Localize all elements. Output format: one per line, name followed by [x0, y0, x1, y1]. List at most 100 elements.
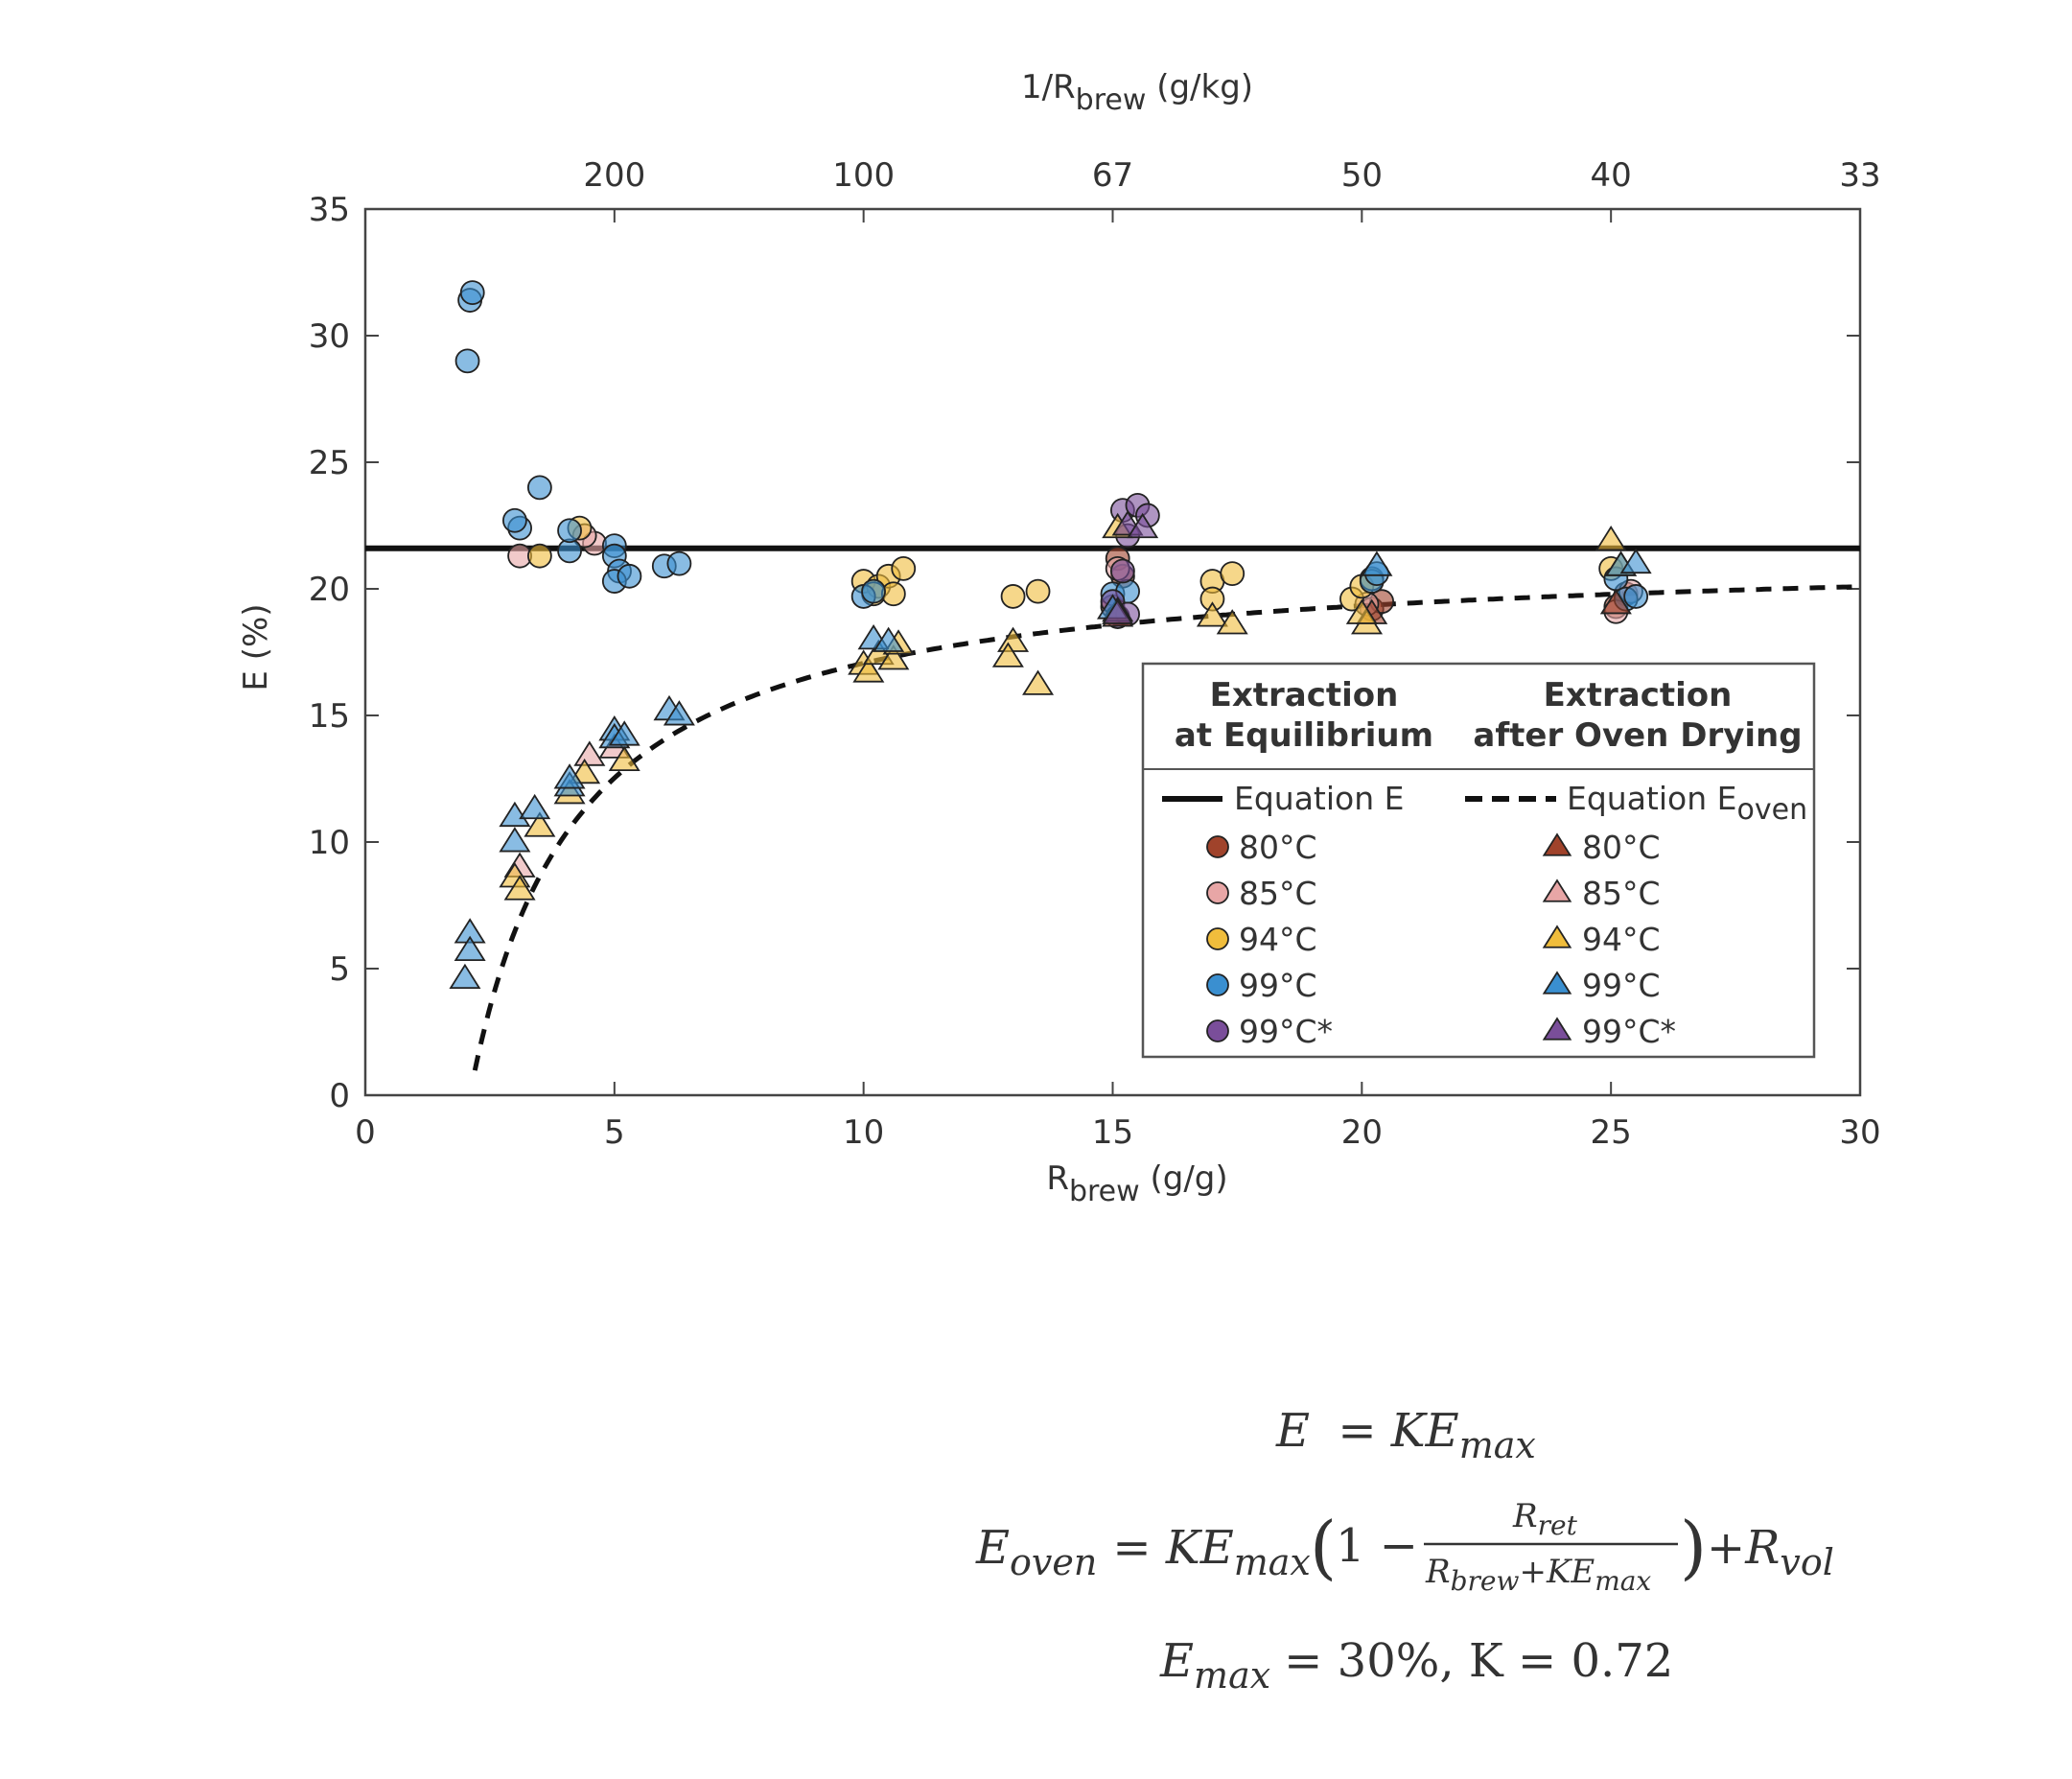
eq2-den-sub: brew	[1451, 1565, 1520, 1597]
y-tick-label: 5	[329, 950, 350, 989]
equation-1: E = KEmax	[1275, 1404, 1536, 1466]
data-point-circle	[1000, 584, 1026, 609]
data-point-triangle	[519, 793, 551, 820]
top-tick-label: 40	[1591, 156, 1632, 195]
data-point-circle	[557, 518, 582, 544]
y-tick-label: 25	[309, 444, 350, 482]
eq2-den-plus: +KE	[1519, 1553, 1595, 1591]
eq2-num: R	[1512, 1497, 1538, 1535]
eq2-lhs-sub: oven	[1010, 1541, 1097, 1583]
top-axis-title: 1/Rbrew (g/kg)	[1021, 68, 1253, 117]
legend-col2-title-line1: Extraction	[1544, 676, 1733, 714]
eq2-paren-open: (	[1310, 1507, 1337, 1587]
eq2-mid-sub: max	[1234, 1541, 1311, 1583]
y-tick-label: 20	[309, 571, 350, 609]
top-axis-title-base: 1/R	[1021, 68, 1076, 106]
legend-entries: 80°C 80°C 85°C 85°C 94°C 94°C 99°C 99°C 99°C* 99°…	[1206, 829, 1676, 1050]
data-point-triangle	[997, 626, 1030, 652]
eq2-one-minus: 1 −	[1336, 1519, 1418, 1573]
data-point-triangle	[499, 827, 531, 853]
legend-circle-marker	[1206, 1019, 1229, 1042]
data-point-triangle	[1361, 550, 1393, 576]
legend-col1-title-line1: Extraction	[1210, 676, 1399, 714]
x-axis-title: Rbrew (g/g)	[1046, 1159, 1227, 1208]
legend-circle-marker	[1206, 835, 1229, 858]
top-tick-label: 33	[1839, 156, 1880, 195]
x-tick-label: 15	[1092, 1113, 1133, 1152]
y-tick-label: 30	[309, 317, 350, 356]
legend-triangle-marker	[1542, 878, 1572, 902]
data-point-circle	[502, 507, 527, 533]
legend-circle-marker	[1206, 927, 1229, 950]
data-point-circle	[1109, 558, 1135, 584]
data-point-triangle	[503, 875, 536, 901]
equations: E = KEmax Eoven = KEmax ( 1 − Rret Rbrew+…	[975, 1404, 1834, 1697]
data-point-circle	[1025, 578, 1051, 604]
x-tick-label: 25	[1591, 1113, 1632, 1152]
data-point-triangle	[1196, 601, 1228, 627]
legend: Extraction at Equilibrium Extraction aft…	[1141, 662, 1816, 1059]
legend-triangle-label: 94°C	[1582, 921, 1661, 958]
equation-2-lhs: Eoven = KEmax	[975, 1521, 1311, 1583]
y-tick-label: 15	[309, 697, 350, 736]
data-point-triangle	[1127, 512, 1159, 539]
data-point-triangle	[1595, 526, 1627, 551]
data-point-triangle	[1345, 598, 1378, 624]
data-point-circle	[459, 280, 485, 306]
data-point-triangle	[873, 626, 905, 652]
eq2-mid: = KE	[1112, 1521, 1233, 1575]
x-axis-title-sub: brew	[1069, 1175, 1140, 1208]
x-tick-label: 5	[604, 1113, 625, 1152]
x-tick-label: 30	[1839, 1113, 1880, 1152]
eq2-tail-group: +Rvol	[1707, 1521, 1834, 1583]
legend-col2-title-line2: after Oven Drying	[1473, 716, 1802, 755]
x-tick-label: 0	[355, 1113, 376, 1152]
x-tick-label: 10	[843, 1113, 884, 1152]
data-point-circle	[617, 563, 642, 589]
legend-triangle-marker	[1542, 832, 1572, 856]
data-point-triangle	[663, 700, 695, 726]
eq1-rhs-sub: max	[1459, 1424, 1536, 1466]
top-tick-label: 67	[1092, 156, 1133, 195]
eq3-rhs: = 30%, K = 0.72	[1284, 1634, 1673, 1688]
legend-triangle-marker	[1542, 1017, 1572, 1041]
eq3-lhs-sub: max	[1194, 1654, 1270, 1697]
legend-line-dashed-label-base: Equation E	[1567, 780, 1737, 817]
data-point-triangle	[608, 720, 640, 746]
legend-line-dashed-label: Equation Eoven	[1567, 780, 1807, 827]
legend-triangle-label: 85°C	[1582, 875, 1661, 912]
data-point-triangle	[573, 740, 606, 766]
data-point-triangle	[1619, 548, 1652, 574]
top-tick-label: 200	[583, 156, 645, 195]
eq2-paren-close: )	[1680, 1507, 1707, 1587]
x-axis-title-unit: (g/g)	[1140, 1159, 1228, 1198]
data-point-triangle	[991, 642, 1024, 667]
legend-circle-label: 94°C	[1239, 921, 1317, 958]
data-point-triangle	[852, 657, 885, 683]
tick-labels-layer: 0 5 10 15 20 25 30 0 5 10 15 20 25 30 35 200 100 67 50 40 33	[309, 156, 1881, 1152]
y-tick-label: 35	[309, 191, 350, 229]
top-tick-label: 100	[832, 156, 895, 195]
data-points-layer	[449, 280, 1652, 990]
data-point-circle	[1220, 561, 1246, 587]
data-point-triangle	[1102, 598, 1134, 624]
legend-circle-marker	[1206, 881, 1229, 904]
legend-circle-label: 99°C*	[1239, 1013, 1333, 1050]
legend-line-dashed-label-sub: oven	[1737, 793, 1808, 827]
legend-circle-label: 99°C	[1239, 967, 1317, 1004]
legend-triangle-label: 99°C	[1582, 967, 1661, 1004]
legend-box	[1141, 662, 1816, 1059]
eq2-lhs: E	[975, 1521, 1010, 1575]
x-axis-title-base: R	[1046, 1159, 1069, 1198]
data-point-triangle	[553, 763, 586, 789]
eq2-tail: +R	[1707, 1521, 1780, 1575]
data-point-triangle	[1216, 609, 1248, 635]
eq2-den-sub2: max	[1595, 1565, 1651, 1597]
data-point-triangle	[524, 811, 556, 837]
legend-circle-marker	[1206, 973, 1229, 996]
legend-triangle-label: 80°C	[1582, 829, 1661, 866]
data-point-triangle	[1599, 589, 1632, 615]
axes-layer	[363, 207, 1862, 1097]
